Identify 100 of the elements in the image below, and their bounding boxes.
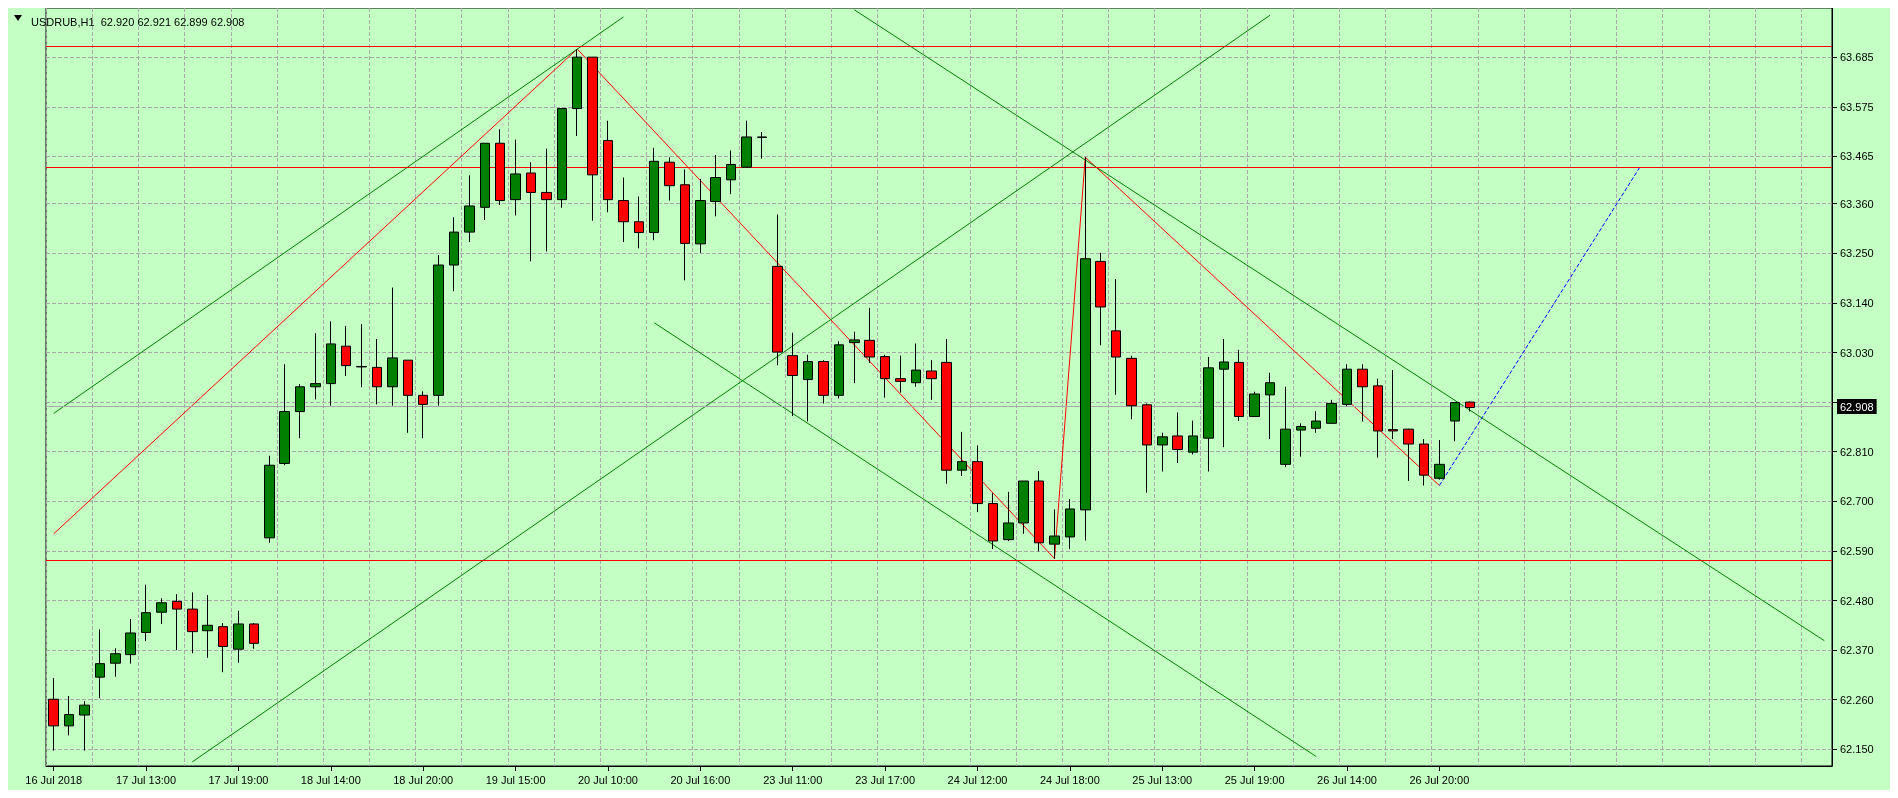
candlestick	[1188, 420, 1198, 455]
x-tick-label: 24 Jul 18:00	[1039, 773, 1100, 786]
candlestick	[972, 444, 983, 513]
candlestick	[1373, 378, 1383, 459]
candlestick	[341, 325, 351, 377]
y-tick-label: 63.465	[1840, 150, 1874, 163]
candlestick	[864, 307, 875, 364]
candlestick	[79, 700, 90, 752]
candlestick	[95, 628, 105, 699]
candlestick	[849, 331, 860, 384]
candlestick	[172, 593, 182, 651]
candlestick	[957, 431, 967, 477]
y-tick-label: 63.360	[1840, 197, 1874, 210]
candlestick	[941, 338, 952, 485]
candlestick	[64, 695, 74, 736]
x-tick-label: 23 Jul 11:00	[763, 773, 823, 786]
x-tick-label: 19 Jul 15:00	[485, 773, 546, 786]
candlestick	[356, 323, 367, 388]
candlestick	[895, 355, 906, 394]
candlestick	[1157, 432, 1168, 473]
candlestick	[1126, 355, 1137, 420]
x-tick-label: 25 Jul 13:00	[1132, 773, 1193, 786]
candlestick	[295, 383, 305, 439]
candlestick	[911, 342, 921, 388]
candlestick	[1280, 386, 1291, 468]
candlestick	[480, 142, 490, 221]
candlestick	[1296, 422, 1306, 458]
candlestick	[1465, 401, 1475, 413]
candlestick	[926, 359, 937, 401]
candlestick	[1080, 156, 1091, 542]
x-tick-label: 26 Jul 20:00	[1409, 773, 1470, 786]
candlestick	[1357, 363, 1368, 422]
candlestick	[1018, 480, 1029, 535]
candlestick	[249, 622, 259, 650]
candlestick	[695, 178, 706, 254]
y-tick-label: 63.575	[1840, 100, 1874, 113]
candlestick	[557, 108, 567, 209]
x-tick-label: 23 Jul 17:00	[855, 773, 916, 786]
candlestick	[1003, 491, 1014, 542]
x-tick-label: 26 Jul 14:00	[1317, 773, 1377, 786]
candlestick	[618, 177, 629, 243]
x-tick-label: 18 Jul 20:00	[393, 773, 454, 786]
y-tick-label: 63.250	[1840, 247, 1874, 260]
x-tick-label: 18 Jul 14:00	[300, 773, 361, 786]
candlestick	[326, 320, 336, 407]
candlestick	[279, 363, 290, 466]
x-tick-label: 20 Jul 16:00	[670, 773, 731, 786]
candlestick	[649, 147, 659, 241]
y-tick-label: 62.150	[1840, 743, 1874, 756]
candlestick	[803, 354, 813, 422]
candlestick	[202, 594, 213, 659]
candlestick	[433, 254, 444, 407]
candlestick	[1326, 399, 1337, 425]
candlestick	[264, 455, 275, 544]
candlestick	[403, 359, 413, 434]
candlestick	[156, 597, 167, 625]
x-tick-label: 25 Jul 19:00	[1224, 773, 1285, 786]
candlestick	[726, 149, 736, 195]
ref-line-label: 62.908	[1840, 400, 1874, 413]
candlestick	[1419, 438, 1429, 487]
candlestick	[1249, 391, 1260, 418]
candlestick	[834, 340, 844, 399]
y-tick-label: 62.810	[1840, 445, 1874, 458]
y-tick-label: 63.030	[1840, 346, 1874, 359]
candlestick	[1172, 411, 1183, 464]
candlestick	[464, 174, 475, 243]
x-tick-label: 24 Jul 12:00	[947, 773, 1008, 786]
candlestick	[418, 390, 428, 439]
candlestick	[1065, 498, 1075, 550]
y-tick-label: 63.685	[1840, 51, 1874, 64]
candlestick	[1219, 338, 1229, 448]
candlestick	[988, 492, 998, 550]
y-tick-label: 62.700	[1840, 495, 1874, 508]
y-tick-label: 62.480	[1840, 594, 1874, 607]
y-tick-label: 62.260	[1840, 693, 1874, 706]
candlestick	[387, 287, 398, 407]
candlestick	[233, 610, 244, 664]
candlestick	[1388, 369, 1398, 440]
candlestick	[1203, 356, 1214, 473]
candlestick	[1234, 349, 1244, 422]
candlestick	[572, 48, 582, 137]
candlestick	[48, 677, 59, 752]
candlestick	[1265, 372, 1275, 440]
candlestick	[1049, 508, 1060, 560]
y-tick-label: 62.590	[1840, 544, 1874, 557]
candlestick	[634, 195, 644, 249]
candlestick	[772, 214, 783, 366]
candlestick	[880, 354, 890, 399]
x-tick-label: 20 Jul 10:00	[578, 773, 638, 786]
candlestick	[510, 139, 521, 216]
candlestick	[187, 591, 198, 654]
candlestick	[1434, 439, 1445, 481]
x-tick-label: 17 Jul 19:00	[208, 773, 269, 786]
candlestick	[218, 622, 228, 673]
candlestick	[1095, 252, 1106, 346]
text: USDRUB,H1 62.920 62.921 62.899 62.908	[31, 15, 245, 28]
x-tick-label: 16 Jul 2018	[25, 773, 83, 786]
candlestick	[710, 154, 721, 217]
candlestick	[818, 359, 829, 404]
candlestick	[787, 332, 798, 417]
